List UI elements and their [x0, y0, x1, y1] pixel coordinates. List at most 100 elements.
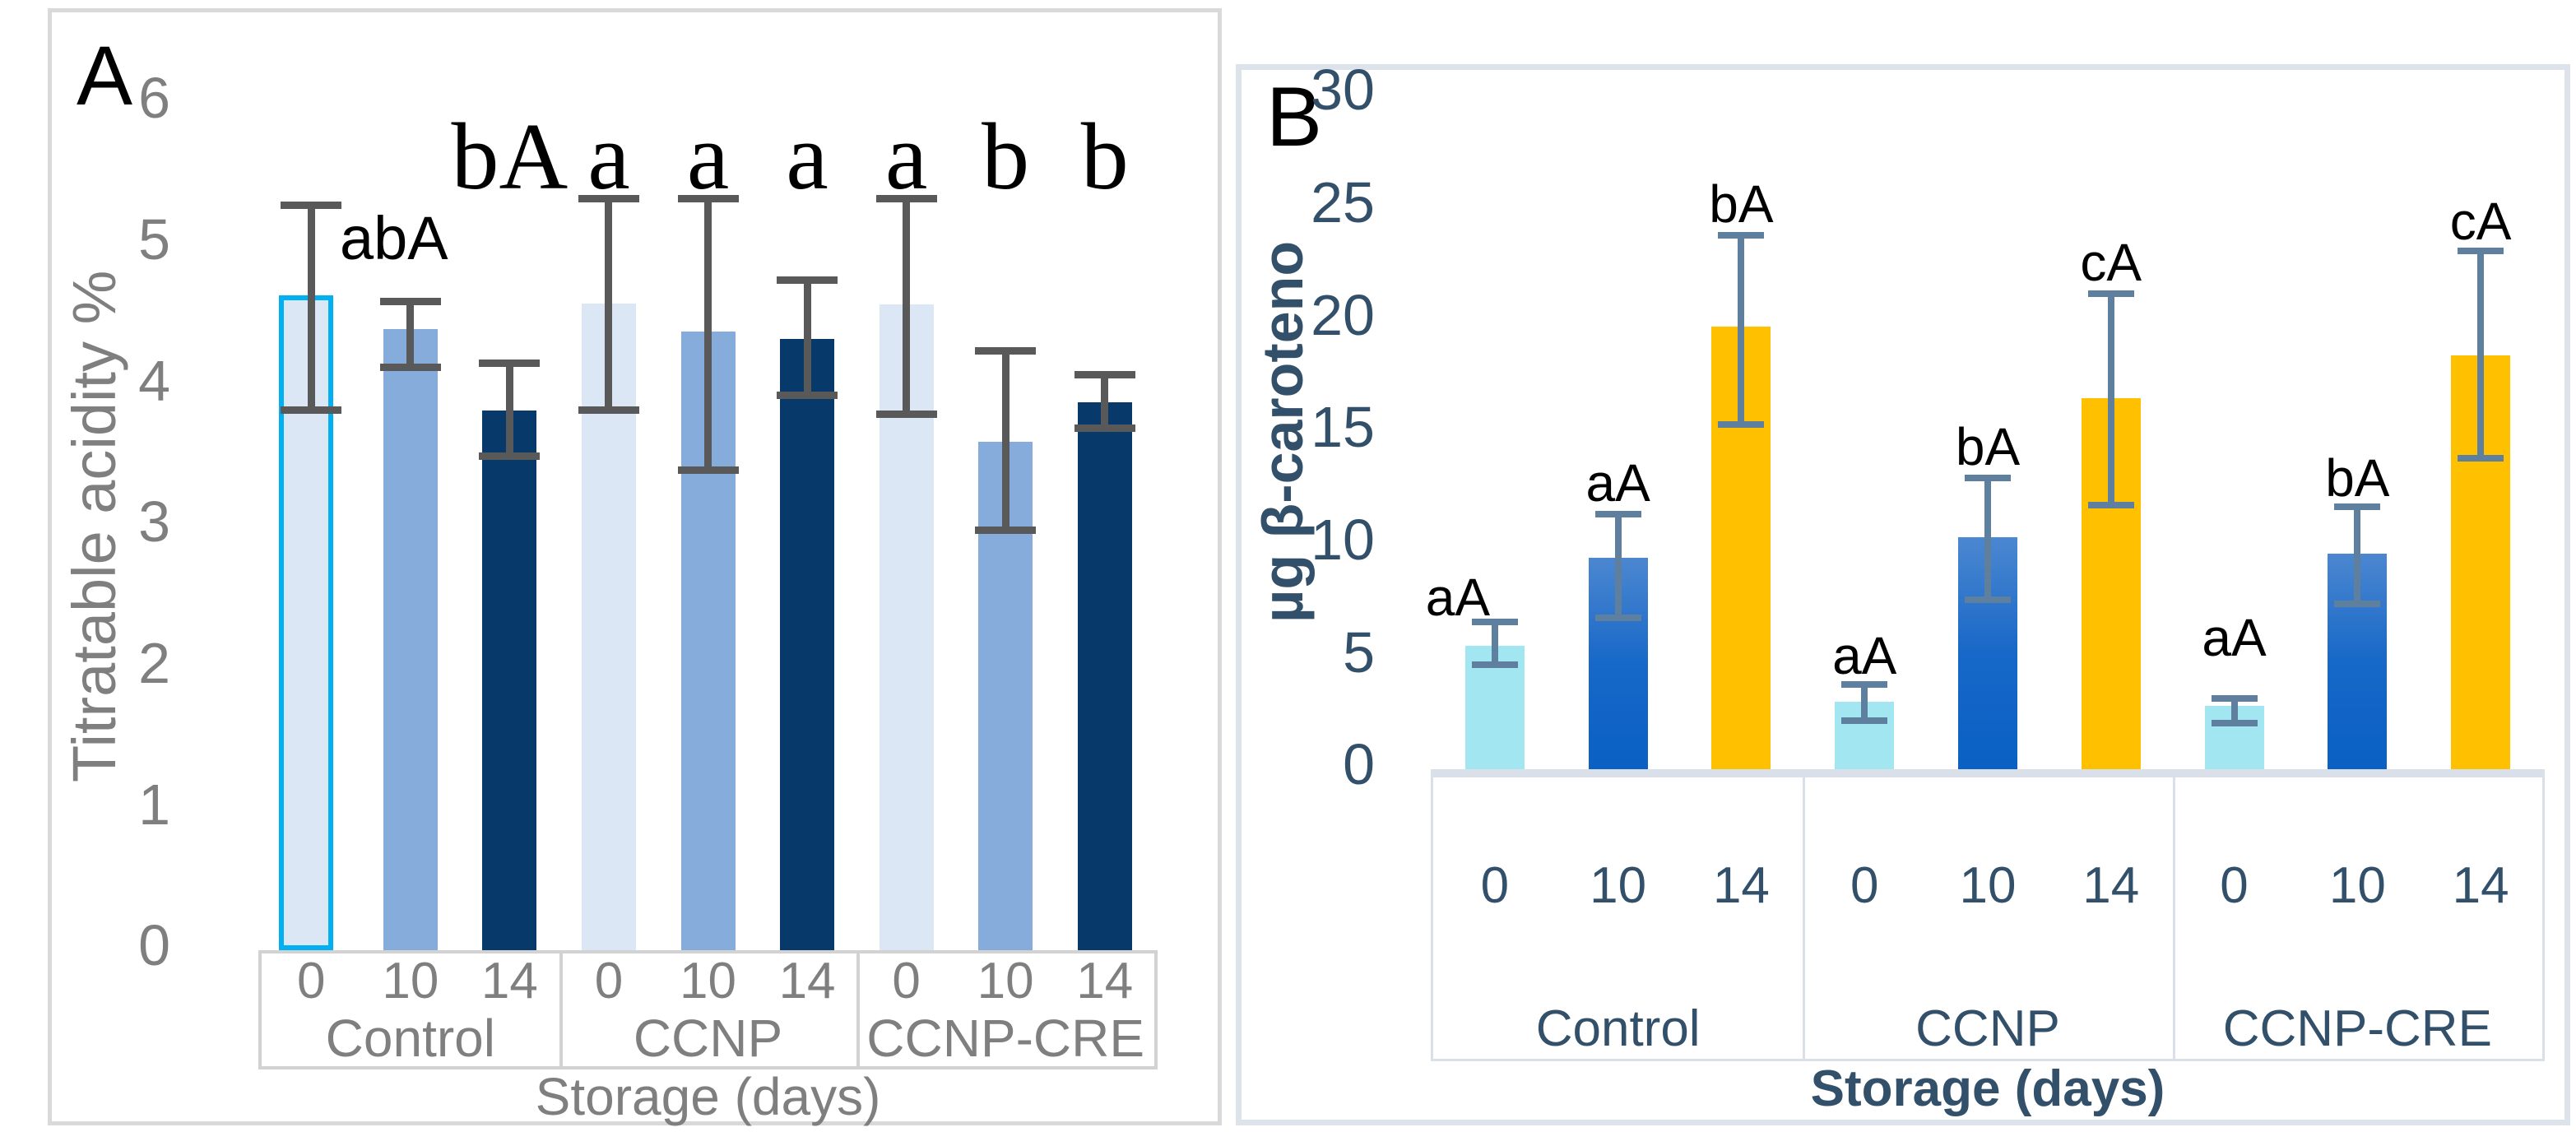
error-bar-cap-bottom — [2334, 601, 2381, 608]
panel-label-B: B — [1266, 70, 1323, 164]
day-label: 14 — [778, 952, 836, 1009]
significance-letter: aA — [1425, 567, 1491, 627]
error-bar-cap-top — [875, 194, 937, 202]
x-axis-title: Storage (days) — [535, 1067, 881, 1126]
significance-letter: b — [982, 104, 1030, 210]
table-group-divider — [559, 950, 563, 1069]
significance-letter: cA — [2080, 232, 2142, 292]
error-bar-line — [2477, 247, 2485, 462]
error-bar-cap-bottom — [2211, 720, 2258, 727]
significance-letter: a — [786, 104, 828, 210]
error-bar-line — [2107, 290, 2114, 508]
error-bar-cap-top — [479, 360, 541, 368]
error-bar — [875, 194, 937, 418]
error-bar-line — [2230, 694, 2238, 727]
error-bar-line — [1491, 618, 1498, 668]
error-bar — [1718, 231, 1765, 428]
error-bar-cap-top — [2458, 247, 2504, 254]
table-group-divider — [1803, 769, 1806, 1061]
day-label: 0 — [1850, 857, 1879, 914]
error-bar-cap-top — [1965, 474, 2011, 481]
error-bar-cap-top — [1718, 231, 1765, 239]
error-bar — [1074, 371, 1135, 432]
error-bar-line — [307, 202, 315, 414]
error-bar-cap-top — [578, 194, 639, 202]
table-group-divider — [856, 950, 861, 1069]
error-bar-cap-top — [2211, 694, 2258, 702]
day-label: 0 — [2220, 857, 2249, 914]
error-bar-line — [903, 194, 911, 418]
y-tick-label: 0 — [138, 913, 170, 978]
day-label: 14 — [480, 952, 538, 1009]
error-bar-cap-top — [1471, 618, 1518, 625]
error-bar-cap-bottom — [1841, 717, 1888, 725]
significance-letter: a — [587, 104, 630, 210]
day-label: 14 — [1076, 952, 1134, 1009]
x-axis-category-table — [258, 950, 1158, 1069]
bar-Control-day10 — [383, 328, 438, 950]
error-bar-cap-bottom — [2458, 454, 2504, 462]
error-bar-line — [1101, 371, 1109, 432]
error-bar — [578, 194, 639, 414]
error-bar-cap-bottom — [975, 526, 1037, 534]
error-bar-line — [1738, 231, 1745, 428]
significance-letter: a — [686, 104, 730, 210]
bar-Control-day0 — [279, 295, 334, 950]
significance-letter: abA — [339, 204, 448, 273]
day-label: 0 — [594, 952, 624, 1009]
significance-letter: aA — [1585, 452, 1650, 513]
significance-letter: aA — [2202, 608, 2267, 668]
error-bar-cap-bottom — [578, 406, 639, 414]
group-label: Control — [1535, 1000, 1701, 1058]
day-label: 14 — [1712, 857, 1770, 914]
y-tick-label: 10 — [1311, 508, 1375, 573]
error-bar-line — [406, 297, 415, 372]
error-bar-cap-bottom — [379, 364, 441, 372]
error-bar-cap-bottom — [1074, 424, 1135, 432]
error-bar-cap-top — [1841, 681, 1888, 689]
day-label: 10 — [977, 952, 1034, 1009]
panel-chart-B: B µg β-caroteno 0 5 10 15 20 25 30 aA aA bA aA bA c… — [1236, 61, 2570, 1125]
day-label: 0 — [297, 952, 326, 1009]
error-bar — [677, 194, 739, 475]
error-bar — [1471, 618, 1518, 668]
group-label: CCNP-CRE — [866, 1008, 1145, 1068]
day-label: 10 — [382, 952, 439, 1009]
y-tick-label: 6 — [138, 66, 170, 131]
error-bar-line — [803, 276, 811, 400]
error-bar-cap-top — [1594, 510, 1641, 517]
y-tick-label: 20 — [1311, 282, 1375, 347]
y-tick-label: 3 — [138, 489, 170, 554]
significance-letter: cA — [2449, 192, 2512, 252]
day-label: 10 — [2328, 857, 2386, 914]
significance-letter: aA — [1832, 625, 1897, 685]
y-tick-label: 15 — [1311, 395, 1375, 460]
x-axis-category-table — [1431, 769, 2545, 1061]
error-bar — [479, 360, 541, 461]
error-bar-cap-bottom — [777, 392, 838, 400]
y-tick-label: 5 — [1343, 619, 1375, 684]
day-label: 0 — [1480, 857, 1510, 914]
day-label: 14 — [2452, 857, 2509, 914]
y-tick-label: 2 — [138, 631, 170, 696]
error-bar-line — [1614, 510, 1622, 621]
bar-Control-day14 — [482, 411, 537, 950]
y-tick-label: 5 — [138, 207, 170, 272]
error-bar-cap-bottom — [1965, 596, 2011, 603]
day-label: 14 — [2082, 857, 2140, 914]
error-bar-line — [505, 360, 513, 461]
group-label: CCNP — [633, 1008, 783, 1068]
significance-letter: b — [1080, 104, 1129, 210]
y-tick-label: 1 — [138, 772, 170, 837]
x-axis-title: Storage (days) — [1810, 1060, 2165, 1117]
plot-area: aA aA bA aA bA cA aA bA cA — [1242, 70, 2564, 1120]
error-bar-line — [1861, 681, 1868, 725]
error-bar-cap-top — [379, 297, 441, 305]
error-bar-cap-bottom — [479, 452, 541, 461]
table-group-divider — [2172, 769, 2175, 1061]
error-bar-cap-top — [1074, 371, 1135, 379]
error-bar — [975, 346, 1037, 534]
day-label: 0 — [892, 952, 921, 1009]
significance-letter: bA — [1955, 416, 2021, 476]
